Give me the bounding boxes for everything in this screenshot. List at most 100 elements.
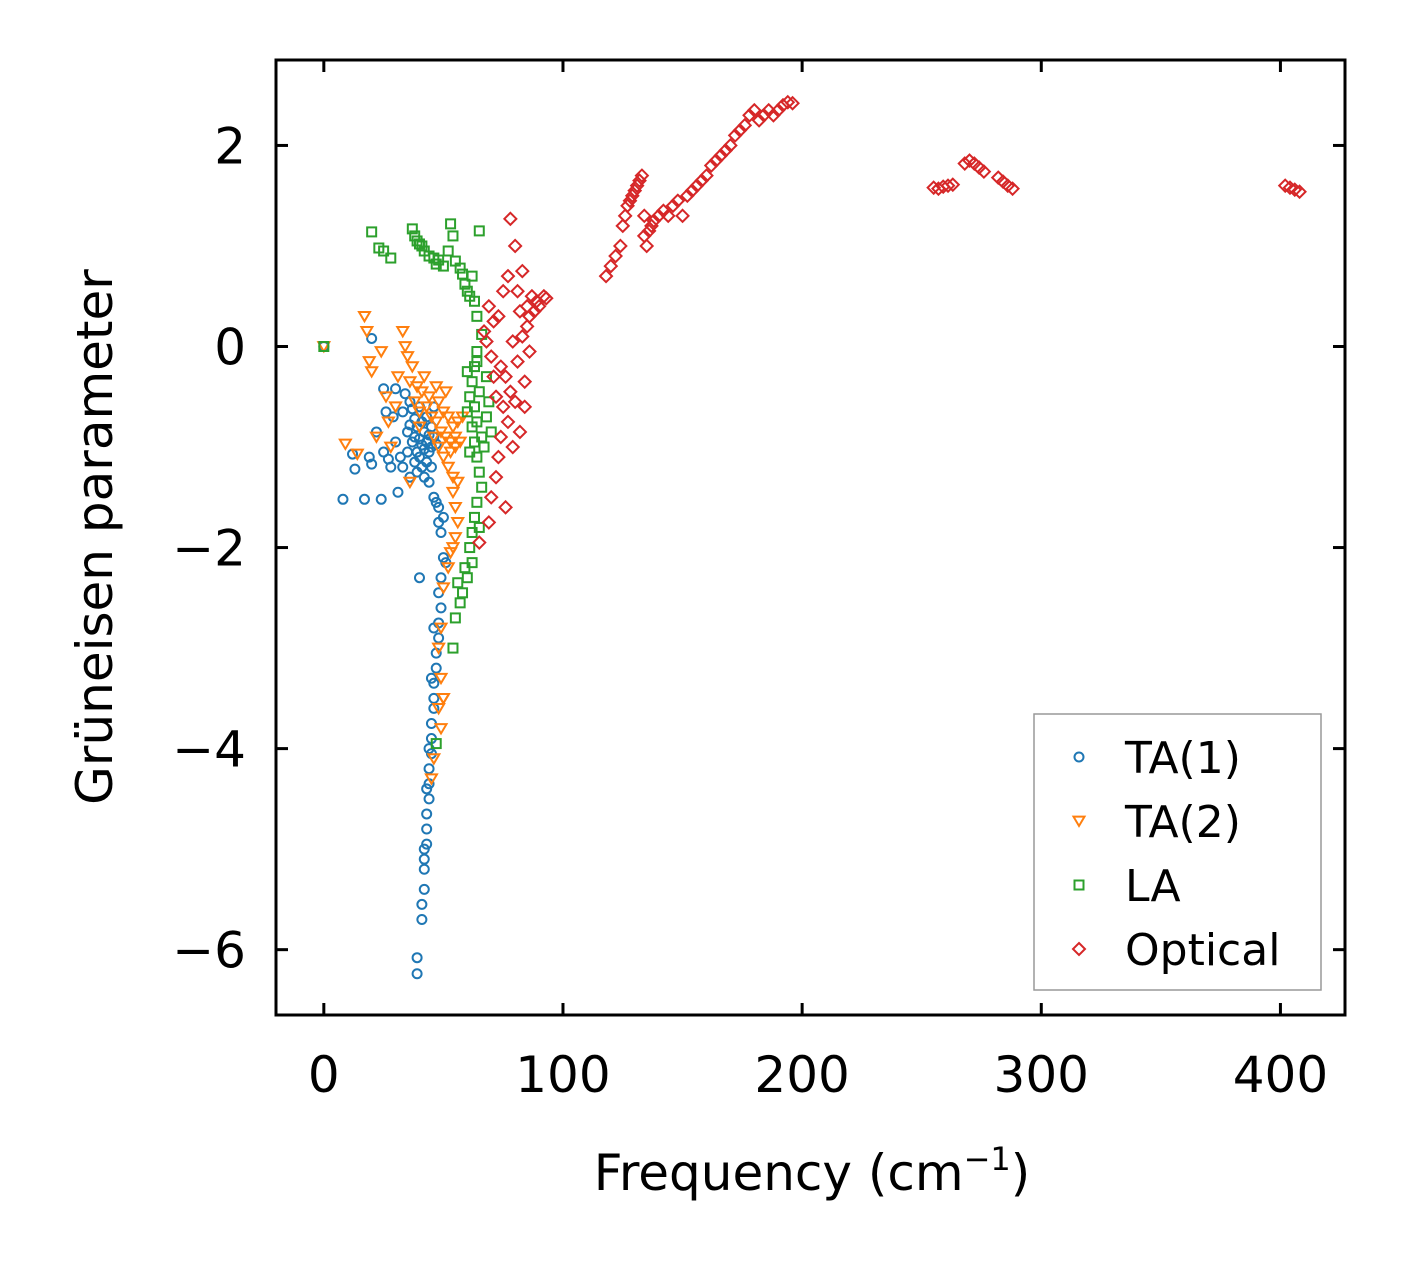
data-point (385, 461, 397, 473)
x-tick-label: 200 (754, 1046, 849, 1104)
data-point (483, 349, 499, 364)
data-point (507, 238, 523, 254)
data-point (727, 127, 743, 143)
data-point (785, 95, 800, 111)
data-point (483, 396, 495, 408)
data-point (639, 238, 655, 254)
data-point (417, 371, 432, 384)
data-point (450, 476, 466, 490)
data-point (431, 441, 446, 454)
data-point (445, 486, 461, 500)
legend-item: TA(2) (1071, 797, 1241, 848)
data-point (337, 493, 349, 505)
data-point (531, 298, 547, 314)
data-point (485, 426, 497, 438)
data-point (426, 431, 442, 444)
x-axis-label-exponent: −1 (964, 1140, 1011, 1178)
data-point (703, 158, 719, 173)
data-point (448, 441, 463, 454)
data-point (369, 431, 384, 444)
data-point (431, 702, 446, 716)
data-point (466, 376, 478, 388)
data-point (431, 396, 446, 409)
data-point (433, 632, 445, 644)
data-point (471, 356, 483, 368)
data-point (428, 416, 444, 429)
data-point (538, 290, 554, 306)
data-point (447, 230, 459, 242)
data-point (421, 808, 433, 820)
data-point (454, 262, 466, 274)
data-point (615, 218, 631, 234)
data-point (363, 451, 375, 463)
data-point (412, 406, 427, 419)
data-point (488, 469, 504, 485)
data-point (397, 341, 413, 354)
data-point (464, 446, 476, 458)
data-point (498, 369, 513, 385)
data-point (480, 411, 492, 423)
data-point (468, 401, 480, 413)
data-point (366, 458, 378, 470)
series-la (318, 218, 497, 750)
data-point (507, 394, 523, 410)
data-point (945, 177, 961, 193)
data-point (450, 416, 466, 429)
data-point (522, 344, 537, 359)
data-point (481, 515, 497, 530)
data-point (478, 441, 490, 453)
data-point (461, 366, 473, 378)
data-point (732, 122, 748, 138)
data-point (694, 173, 710, 189)
legend-marker (1071, 815, 1087, 828)
data-point (452, 436, 468, 449)
data-point (438, 386, 454, 399)
data-point (476, 481, 488, 493)
data-point (718, 143, 734, 158)
data-point (412, 421, 427, 434)
data-point (480, 371, 492, 383)
data-point (608, 248, 624, 264)
data-point (468, 511, 480, 523)
data-point (416, 898, 428, 910)
data-point (413, 572, 425, 584)
data-point (402, 476, 418, 490)
data-point (598, 268, 614, 284)
data-point (612, 238, 628, 254)
y-axis-ticks: 2 0 −2 −4 −6 (172, 117, 1345, 980)
data-point (464, 542, 476, 554)
data-point (514, 263, 530, 279)
data-point (395, 326, 410, 339)
data-point (392, 486, 404, 498)
data-points (316, 94, 1307, 980)
data-point (364, 366, 379, 379)
x-tick-label: 0 (308, 1046, 340, 1104)
data-point (493, 429, 509, 445)
y-tick-label: −6 (172, 922, 246, 980)
data-point (481, 298, 497, 314)
data-point (436, 451, 451, 465)
data-point (366, 332, 378, 344)
data-point (411, 968, 423, 980)
data-point (423, 476, 435, 488)
data-point (473, 521, 485, 533)
data-point (471, 310, 483, 322)
data-point (418, 853, 430, 865)
data-point (1292, 184, 1307, 200)
data-point (445, 218, 457, 230)
data-point (510, 354, 525, 369)
data-point (483, 489, 499, 505)
data-point (406, 223, 418, 235)
data-point (490, 308, 506, 324)
legend-item: TA(1) (1073, 733, 1241, 784)
data-point (473, 225, 485, 237)
data-point (447, 642, 459, 654)
data-point (390, 371, 406, 384)
x-tick-label: 400 (1233, 1046, 1328, 1104)
data-point (428, 692, 440, 704)
data-point (380, 406, 392, 418)
data-point (756, 107, 772, 123)
data-point (383, 441, 399, 454)
data-point (349, 463, 361, 475)
